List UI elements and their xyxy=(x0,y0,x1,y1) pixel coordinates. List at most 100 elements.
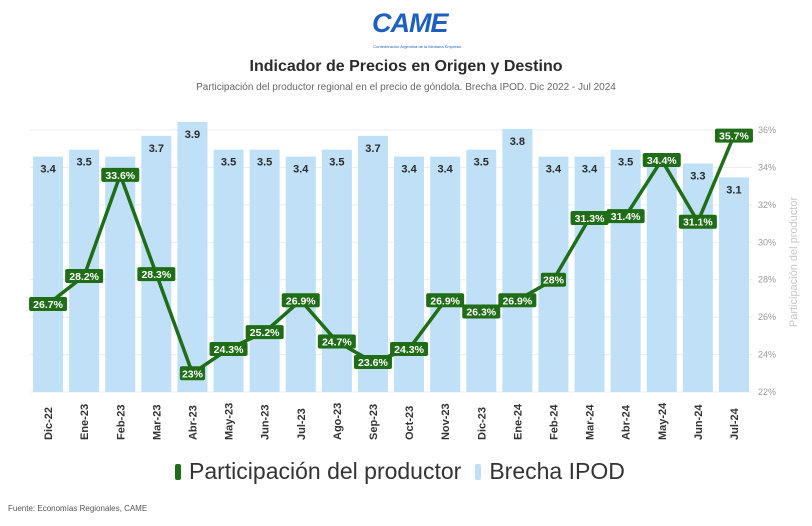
bar-label-Jul-23: 3.4 xyxy=(293,164,309,176)
bar-Ago-23 xyxy=(321,149,352,392)
point-label-Mar-23: 28.3% xyxy=(141,269,171,281)
legend-item-line: Participación del productor xyxy=(175,458,461,485)
bar-label-Dic-23: 3.5 xyxy=(474,157,489,169)
bar-Dic-23 xyxy=(466,149,497,392)
point-label-May-24: 34.4% xyxy=(647,155,677,167)
legend: Participación del productor Brecha IPOD xyxy=(175,458,639,485)
point-badge-Jun-23 xyxy=(245,325,284,340)
bar-Ene-24 xyxy=(502,128,533,392)
bar-May-24 xyxy=(646,156,677,392)
legend-line-label: Participación del productor xyxy=(189,458,462,484)
bar-label-Abr-24: 3.5 xyxy=(618,157,633,169)
bar-label-May-23: 3.5 xyxy=(221,157,236,169)
point-label-Ago-23: 24.7% xyxy=(322,336,352,348)
x-tick-label-May-24: May-24 xyxy=(657,402,669,440)
x-tick-label-Mar-23: Mar-23 xyxy=(151,405,163,440)
bar-Oct-23 xyxy=(394,156,425,392)
point-badge-Feb-23 xyxy=(101,167,140,182)
x-tick-label-May-23: May-23 xyxy=(224,403,236,440)
x-tick-label-Jul-24: Jul-24 xyxy=(729,407,741,440)
point-badge-May-23 xyxy=(209,341,248,356)
x-tick-label-Dic-22: Dic-22 xyxy=(43,407,55,440)
bar-label-Feb-24: 3.4 xyxy=(546,164,562,176)
bar-Feb-23 xyxy=(105,156,136,392)
legend-line-swatch xyxy=(175,463,181,480)
bar-label-Ene-24: 3.8 xyxy=(510,136,525,148)
legend-bar-label: Brecha IPOD xyxy=(489,458,625,484)
bar-label-Dic-22: 3.4 xyxy=(40,164,56,176)
legend-item-bar: Brecha IPOD xyxy=(475,458,625,485)
x-tick-label-Sep-23: Sep-23 xyxy=(368,404,380,440)
x-tick-label-Jul-23: Jul-23 xyxy=(296,408,308,440)
right-tick-label: 34% xyxy=(758,162,776,172)
bar-label-Mar-24: 3.4 xyxy=(582,164,598,176)
bar-Mar-24 xyxy=(574,156,605,392)
point-badge-Mar-23 xyxy=(137,267,176,282)
point-label-Nov-23: 26.9% xyxy=(430,295,460,307)
point-label-Ene-24: 26.9% xyxy=(502,295,532,307)
point-label-Mar-24: 31.3% xyxy=(575,213,605,225)
point-label-Jul-23: 26.9% xyxy=(286,295,316,307)
x-tick-label-Mar-24: Mar-24 xyxy=(585,404,597,440)
bar-Nov-23 xyxy=(430,156,461,392)
chart-subtitle: Participación del productor regional en … xyxy=(196,82,616,93)
bar-Mar-23 xyxy=(141,135,172,392)
x-tick-label-Oct-23: Oct-23 xyxy=(404,406,416,440)
right-tick-label: 32% xyxy=(758,200,776,210)
point-badge-Oct-23 xyxy=(390,341,429,356)
point-badge-Nov-23 xyxy=(426,293,465,308)
bar-label-Jun-23: 3.5 xyxy=(257,157,272,169)
point-label-Feb-24: 28% xyxy=(543,275,565,287)
bar-label-Jul-24: 3.1 xyxy=(726,184,741,196)
point-badge-Dic-22 xyxy=(29,297,68,312)
point-label-Oct-23: 24.3% xyxy=(394,344,424,356)
source-note: Fuente: Economías Regionales, CAME xyxy=(8,504,148,513)
chart-title: Indicador de Precios en Origen y Destino xyxy=(249,58,563,75)
point-badge-Dic-23 xyxy=(462,304,501,319)
bar-label-Oct-23: 3.4 xyxy=(401,164,417,176)
bar-label-Nov-23: 3.4 xyxy=(438,164,454,176)
right-axis-title: Participación del productor xyxy=(788,197,800,328)
point-label-May-23: 24.3% xyxy=(214,344,244,356)
point-badge-Mar-24 xyxy=(570,210,609,225)
x-tick-label-Jun-24: Jun-24 xyxy=(693,404,705,440)
bar-Abr-23 xyxy=(177,122,208,392)
x-tick-label-Ene-23: Ene-23 xyxy=(79,404,91,440)
point-badge-Abr-24 xyxy=(606,209,645,224)
came-logo: CAME Confederación Argentina de la Media… xyxy=(362,8,472,54)
point-badge-Ago-23 xyxy=(317,334,356,349)
bar-label-Ago-23: 3.5 xyxy=(329,157,344,169)
right-tick-label: 30% xyxy=(758,237,776,247)
x-tick-label-Abr-23: Abr-23 xyxy=(187,405,199,440)
point-badge-Abr-23 xyxy=(179,366,206,381)
right-tick-label: 22% xyxy=(758,387,776,397)
point-label-Jul-24: 35.7% xyxy=(719,131,749,143)
bar-Dic-22 xyxy=(33,156,64,392)
bar-label-Ene-23: 3.5 xyxy=(77,157,92,169)
bar-label-Sep-23: 3.7 xyxy=(365,143,380,155)
point-badge-Jul-23 xyxy=(281,293,320,308)
bar-Jun-23 xyxy=(249,149,280,392)
bar-Jul-24 xyxy=(718,177,749,392)
bar-label-Abr-23: 3.9 xyxy=(185,129,200,141)
point-label-Dic-23: 26.3% xyxy=(466,307,496,319)
point-label-Abr-24: 31.4% xyxy=(611,211,641,223)
point-badge-Jul-24 xyxy=(714,128,753,143)
right-tick-label: 28% xyxy=(758,275,776,285)
point-label-Feb-23: 33.6% xyxy=(105,170,135,182)
x-tick-label-Feb-23: Feb-23 xyxy=(115,405,127,440)
bar-Abr-24 xyxy=(610,149,641,392)
right-tick-label: 24% xyxy=(758,350,776,360)
x-tick-label-Jun-23: Jun-23 xyxy=(260,405,272,440)
point-label-Sep-23: 23.6% xyxy=(358,357,388,369)
right-tick-label: 26% xyxy=(758,312,776,322)
logo-tagline: Confederación Argentina de la Mediana Em… xyxy=(373,44,461,49)
right-tick-label: 36% xyxy=(758,125,776,135)
point-label-Dic-22: 26.7% xyxy=(33,299,63,311)
logo-wordmark: CAME xyxy=(372,8,448,38)
bar-label-Jun-24: 3.3 xyxy=(690,171,705,183)
x-tick-label-Feb-24: Feb-24 xyxy=(548,404,560,440)
bar-label-Mar-23: 3.7 xyxy=(149,143,164,155)
point-badge-Sep-23 xyxy=(353,355,392,370)
